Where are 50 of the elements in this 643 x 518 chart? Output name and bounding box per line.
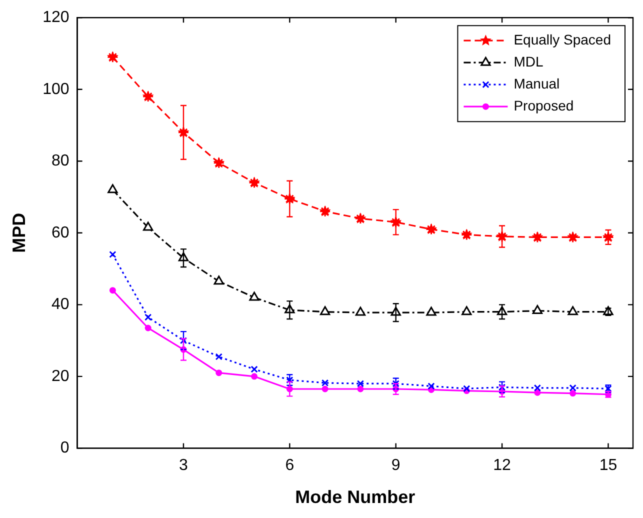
point: [355, 306, 366, 316]
y-tick-label: 40: [52, 296, 70, 314]
y-tick-label: 0: [60, 440, 70, 457]
point: [534, 389, 541, 396]
point: [216, 370, 222, 376]
y-tick-label: 60: [52, 224, 70, 242]
point: [534, 384, 542, 392]
point: [143, 222, 154, 231]
point: [463, 385, 470, 392]
point: [144, 324, 152, 332]
point: [570, 390, 576, 397]
x-tick-label: 12: [493, 457, 512, 474]
point: [322, 386, 328, 392]
point: [428, 382, 435, 390]
legend-label: Proposed: [514, 97, 574, 114]
point: [180, 336, 188, 344]
point: [109, 250, 116, 258]
y-axis-title: MPD: [8, 212, 29, 253]
point: [356, 380, 364, 388]
point: [215, 353, 222, 360]
point: [108, 184, 118, 194]
legend-label: MDL: [514, 53, 544, 70]
x-tick-label: 3: [179, 457, 188, 474]
x-axis-title: Mode Number: [295, 487, 416, 508]
point: [250, 366, 258, 373]
x-tick-label: 6: [285, 457, 294, 474]
point: [321, 379, 329, 386]
point: [251, 373, 258, 380]
point: [249, 292, 260, 301]
y-tick-label: 100: [42, 80, 70, 98]
x-tick-label: 15: [599, 457, 618, 474]
point: [498, 384, 506, 391]
point: [568, 306, 578, 316]
point: [320, 306, 330, 316]
point: [569, 384, 576, 392]
point: [462, 306, 472, 316]
point: [392, 380, 400, 388]
point: [532, 305, 543, 314]
point: [109, 287, 116, 294]
y-tick-label: 20: [52, 368, 70, 385]
point: [357, 386, 364, 392]
legend-label: Equally Spaced: [514, 31, 612, 48]
y-tick-label: 80: [52, 152, 70, 170]
point: [286, 376, 294, 384]
point: [214, 276, 224, 285]
y-tick-label: 120: [42, 9, 70, 26]
point: [144, 314, 152, 321]
legend-label: Manual: [514, 75, 560, 92]
point: [426, 306, 436, 316]
x-tick-label: 9: [391, 457, 400, 474]
